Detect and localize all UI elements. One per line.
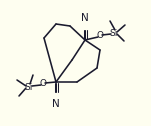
Text: O: O <box>96 32 103 40</box>
Text: O: O <box>40 80 47 88</box>
Text: N: N <box>81 13 89 23</box>
Text: Si: Si <box>25 83 33 91</box>
Text: N: N <box>52 99 60 109</box>
Text: Si: Si <box>110 28 118 38</box>
